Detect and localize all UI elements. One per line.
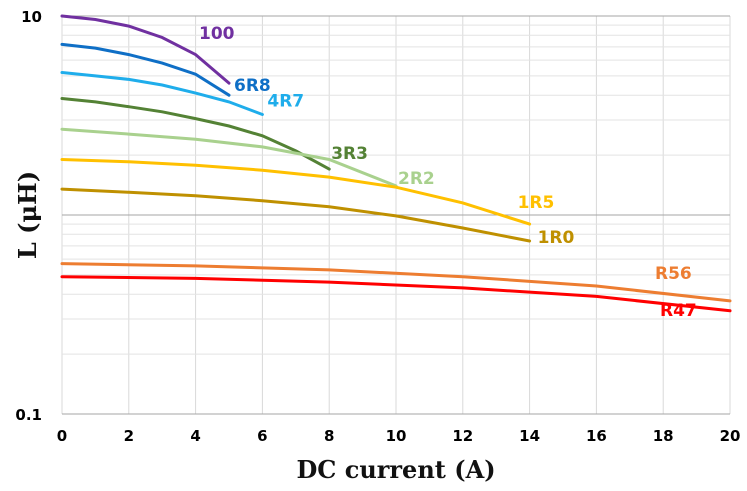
- y-tick-label: 0.1: [15, 406, 42, 424]
- x-tick-label: 18: [653, 427, 674, 445]
- series-label-1R5: 1R5: [518, 193, 555, 213]
- series-label-3R3: 3R3: [331, 144, 368, 164]
- series-line-3R3: [60, 97, 331, 171]
- x-tick-label: 12: [452, 427, 473, 445]
- x-tick-label: 4: [190, 427, 200, 445]
- x-tick-label: 10: [386, 427, 407, 445]
- series-line-4R7: [60, 71, 264, 116]
- series-label-R47: R47: [660, 301, 697, 321]
- series-label-1R0: 1R0: [538, 228, 575, 248]
- x-tick-label: 6: [257, 427, 267, 445]
- series-line-R56: [60, 262, 732, 303]
- y-tick-label: 10: [21, 8, 42, 26]
- series-line-100: [60, 14, 231, 85]
- x-axis-title: DC current (A): [296, 455, 495, 484]
- grid: [61, 15, 731, 415]
- series-label-100: 100: [199, 24, 235, 44]
- series-label-R56: R56: [655, 264, 692, 284]
- series-line-R47: [60, 275, 732, 313]
- x-tick-label: 14: [519, 427, 540, 445]
- y-axis-title: L (μH): [13, 171, 42, 259]
- series-line-2R2: [60, 127, 398, 188]
- tick-labels: 0 2 4 6 8 10 12 14 16 18 20 0.1 10: [15, 8, 740, 445]
- x-tick-label: 0: [57, 427, 67, 445]
- x-tick-label: 2: [124, 427, 134, 445]
- series-line-6R8: [60, 42, 231, 97]
- series-label-2R2: 2R2: [398, 169, 435, 189]
- series-label-4R7: 4R7: [267, 91, 304, 111]
- series-label-6R8: 6R8: [234, 76, 271, 96]
- series-lines: [60, 14, 732, 313]
- x-tick-label: 8: [324, 427, 334, 445]
- x-tick-label: 20: [720, 427, 741, 445]
- x-tick-label: 16: [586, 427, 607, 445]
- series-line-1R0: [60, 187, 532, 243]
- series-line-1R5: [60, 158, 532, 226]
